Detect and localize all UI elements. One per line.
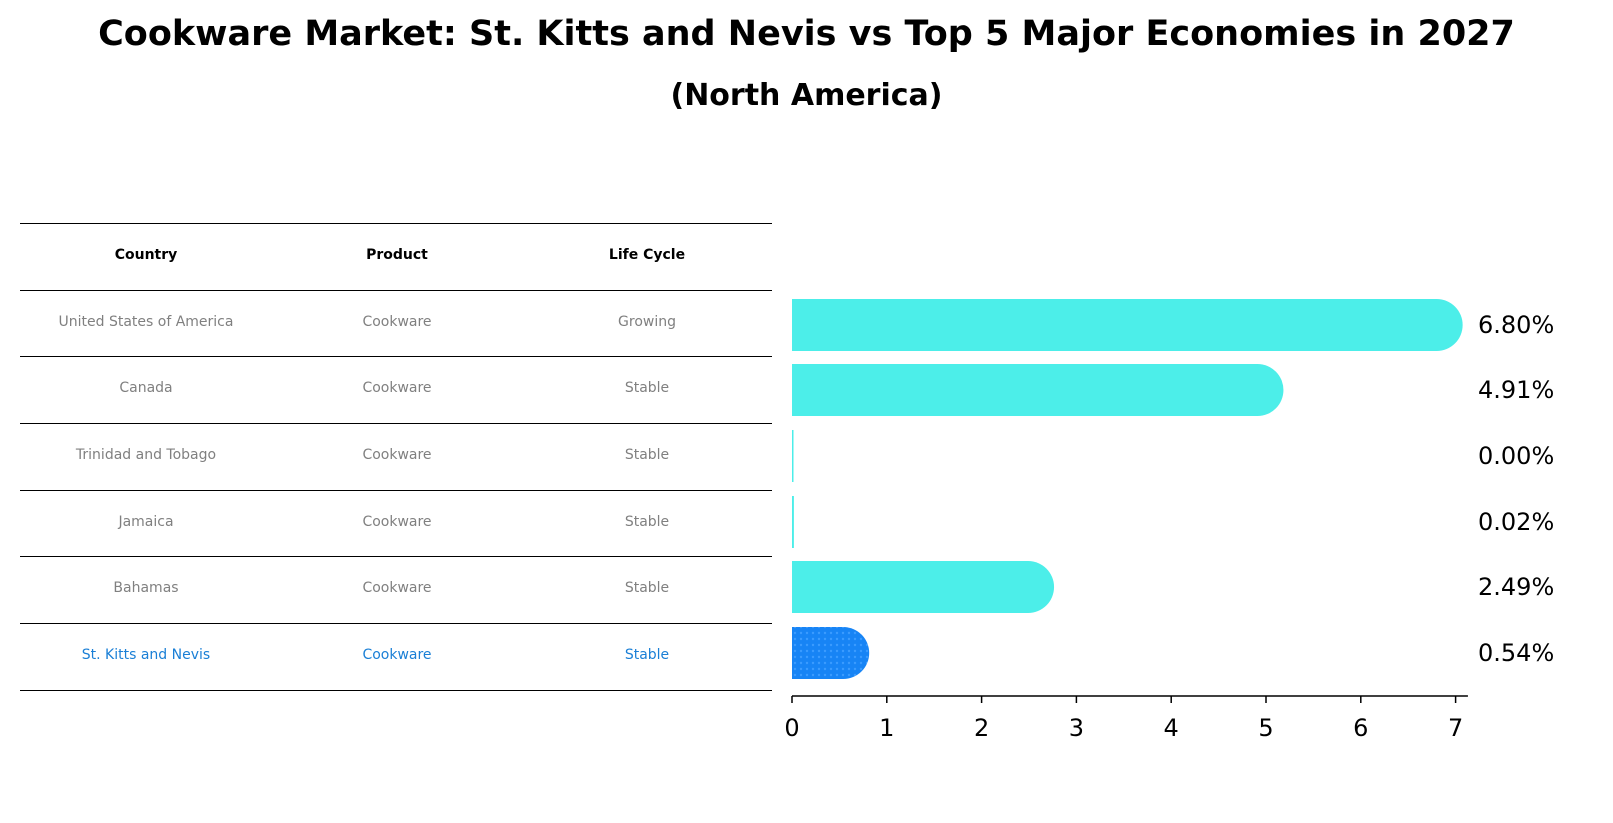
table-cell: St. Kitts and Nevis (81, 647, 211, 663)
x-tick-label: 6 (1353, 714, 1368, 742)
bar-value-label: 2.49% (1478, 573, 1554, 601)
table-cell: Stable (624, 514, 670, 530)
table-rule (20, 556, 772, 557)
bar-value-label: 4.91% (1478, 376, 1554, 404)
table-cell: Stable (624, 380, 670, 396)
table-header-cell: Product (366, 247, 428, 263)
table-cell: Cookware (362, 514, 432, 530)
table-cell: Cookware (362, 314, 432, 330)
bar-highlighted (792, 627, 870, 679)
table-header-cell: Life Cycle (608, 247, 686, 263)
bar (792, 299, 1463, 351)
table-cell: Growing (618, 314, 676, 330)
bar-value-label: 0.02% (1478, 508, 1554, 536)
table-cell: Jamaica (118, 514, 174, 530)
table-rule (20, 223, 772, 224)
bar (792, 496, 794, 548)
table-cell: Cookware (362, 647, 432, 663)
x-tick-label: 0 (784, 714, 799, 742)
table-rule (20, 623, 772, 624)
table-header-cell: Country (114, 247, 178, 263)
x-tick-label: 1 (879, 714, 894, 742)
table-cell: Stable (624, 447, 670, 463)
chart-title: Cookware Market: St. Kitts and Nevis vs … (98, 14, 1515, 54)
x-tick-label: 3 (1069, 714, 1084, 742)
x-tick-label: 2 (974, 714, 989, 742)
bar (792, 561, 1055, 613)
table-rule (20, 423, 772, 424)
x-tick-label: 4 (1164, 714, 1179, 742)
x-tick-label: 5 (1258, 714, 1273, 742)
table-cell: Cookware (362, 580, 432, 596)
table-cell: Bahamas (113, 580, 179, 596)
table-cell: Stable (624, 580, 670, 596)
table-rule (20, 356, 772, 357)
table-rule (20, 490, 772, 491)
bar-value-label: 0.54% (1478, 639, 1554, 667)
bar-value-label: 0.00% (1478, 442, 1554, 470)
table-cell: Cookware (362, 447, 432, 463)
table-cell: United States of America (58, 314, 234, 330)
table-cell: Stable (624, 647, 670, 663)
table-rule (20, 290, 772, 291)
bar (792, 364, 1284, 416)
bar (792, 430, 794, 482)
table-cell: Cookware (362, 380, 432, 396)
x-tick-label: 7 (1448, 714, 1463, 742)
chart-subtitle: (North America) (670, 78, 943, 113)
table-rule (20, 690, 772, 691)
table-cell: Trinidad and Tobago (75, 447, 217, 463)
bar-value-label: 6.80% (1478, 311, 1554, 339)
table-cell: Canada (119, 380, 173, 396)
